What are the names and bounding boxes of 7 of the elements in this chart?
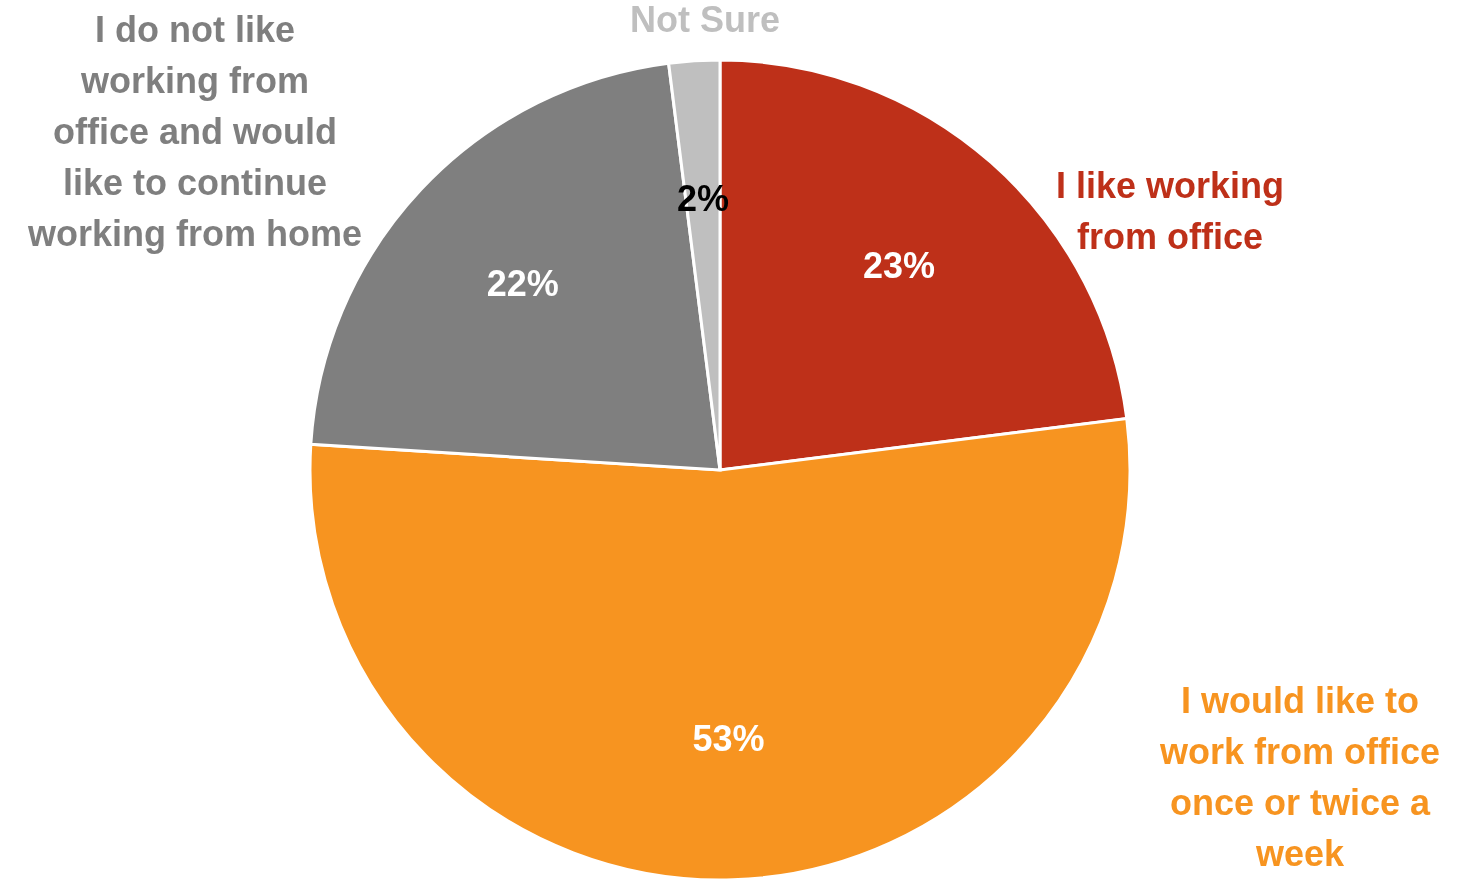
- slice-label: I do not like working from office and would like to continue working from home: [26, 9, 363, 254]
- slice-label: I like working from office: [1055, 165, 1285, 257]
- data-label: 53%: [692, 718, 765, 760]
- data-label: 23%: [862, 245, 935, 287]
- slice-label: Not Sure: [629, 0, 781, 40]
- slice-label: I would like to work from office once or twice a week: [1158, 680, 1441, 874]
- data-label: 22%: [486, 262, 559, 304]
